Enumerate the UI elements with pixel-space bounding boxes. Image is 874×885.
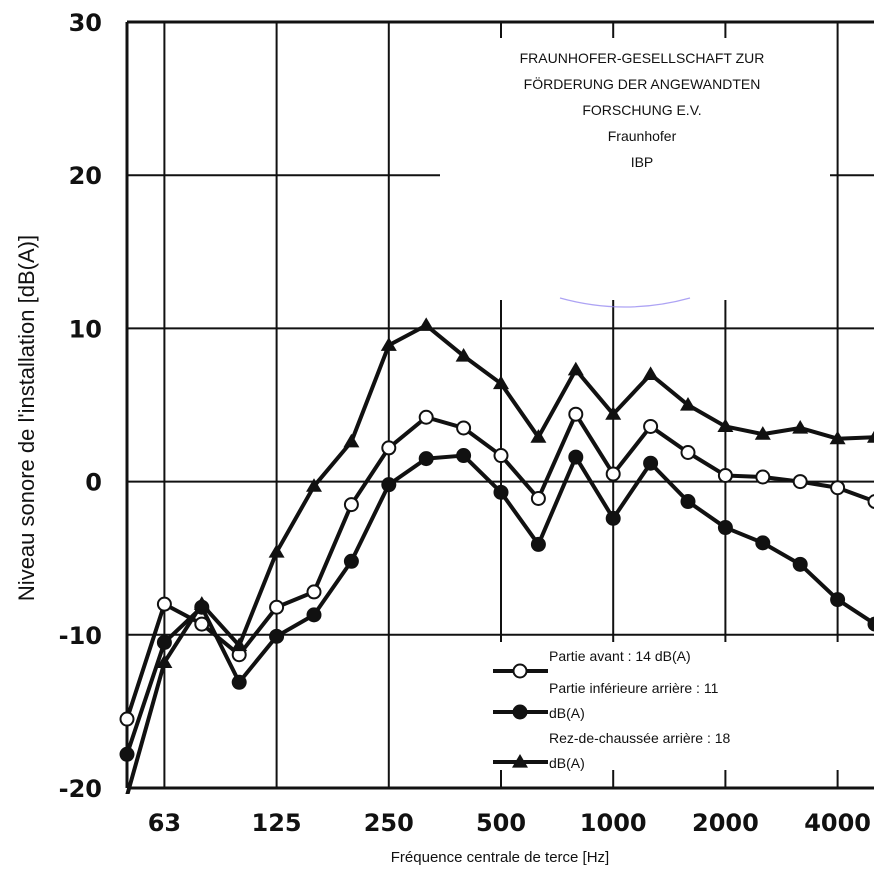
data-point [343, 497, 359, 513]
series-1 [119, 406, 874, 727]
data-point [268, 544, 285, 558]
y-axis-title: Niveau sonore de l'installation [dB(A)] [14, 235, 39, 601]
x-tick-label: 500 [476, 809, 526, 837]
data-point [680, 397, 696, 411]
y-tick-label: 10 [69, 315, 102, 343]
data-point [156, 596, 172, 612]
data-point [530, 429, 547, 443]
series-2 [119, 448, 874, 762]
data-point [680, 494, 696, 510]
data-point [493, 448, 509, 464]
y-tick-labels: 30 20 10 0 -10 -20 [59, 9, 102, 803]
data-point [642, 366, 659, 380]
watermark-line-3: FORSCHUNG E.V. [582, 102, 701, 118]
data-point [643, 418, 659, 434]
data-point [755, 469, 771, 485]
data-point [306, 584, 322, 600]
data-point [343, 433, 360, 448]
watermark-arc [559, 297, 691, 308]
legend-marker [512, 754, 528, 768]
watermark-line-2: FÖRDERUNG DER ANGEWANDTEN [524, 75, 761, 92]
data-point [456, 448, 472, 464]
data-point [830, 480, 846, 496]
x-tick-label: 125 [252, 809, 302, 837]
data-point [156, 654, 173, 668]
y-tick-label: -10 [59, 622, 102, 650]
data-point [493, 375, 509, 390]
data-point [830, 592, 846, 608]
data-point [269, 599, 285, 615]
legend: Partie avant : 14 dB(A) Partie inférieure… [493, 648, 731, 771]
data-point [231, 637, 248, 652]
x-tick-labels: 63 125 250 500 1000 2000 4000 [148, 809, 871, 837]
data-point [119, 711, 135, 727]
data-point [530, 536, 546, 552]
y-tick-label: 20 [69, 162, 102, 190]
data-point [530, 490, 546, 506]
data-point [755, 535, 771, 551]
data-point [269, 628, 285, 644]
data-point [455, 347, 472, 362]
data-point [867, 430, 874, 443]
x-tick-label: 63 [148, 809, 181, 837]
legend-label-cont: dB(A) [549, 705, 585, 721]
data-point [418, 317, 435, 331]
data-point [380, 337, 397, 351]
x-tick-label: 2000 [692, 809, 759, 837]
data-point [717, 520, 733, 536]
x-axis-title: Fréquence centrale de terce [Hz] [391, 849, 609, 866]
data-point [605, 466, 621, 482]
y-tick-label: -20 [59, 775, 102, 803]
watermark-line-1: FRAUNHOFER-GESELLSCHAFT ZUR [520, 50, 765, 66]
data-point [381, 477, 397, 493]
data-point [119, 746, 135, 762]
data-point [792, 556, 808, 572]
watermark-line-4: Fraunhofer [608, 128, 677, 144]
data-point [717, 418, 734, 433]
data-point [193, 596, 210, 610]
series-layer [119, 317, 874, 794]
data-point [567, 361, 584, 376]
data-point [381, 440, 397, 456]
data-point [156, 634, 172, 650]
data-point [867, 494, 874, 509]
data-point [418, 409, 434, 425]
data-point [456, 420, 472, 436]
legend-marker [512, 704, 528, 720]
legend-label: Partie avant : 14 dB(A) [549, 648, 691, 664]
data-point [568, 449, 584, 465]
watermark-box [440, 38, 830, 300]
data-point [792, 474, 808, 490]
data-point [717, 467, 733, 483]
legend-label: Rez-de-chaussée arrière : 18 [549, 730, 731, 746]
data-point [231, 674, 247, 690]
data-point [306, 607, 322, 623]
legend-label: Partie inférieure arrière : 11 [549, 680, 719, 696]
data-point [643, 455, 659, 471]
legend-label-cont: dB(A) [549, 755, 585, 771]
data-point [568, 406, 584, 422]
y-tick-label: 0 [85, 469, 102, 497]
plot-frame [125, 20, 874, 790]
data-point [792, 419, 809, 434]
data-point [306, 478, 322, 492]
watermark-line-5: IBP [631, 154, 654, 170]
data-point [343, 553, 359, 569]
data-point [754, 426, 771, 440]
x-tick-label: 250 [364, 809, 414, 837]
legend-box [484, 642, 874, 770]
x-tick-label: 4000 [804, 809, 871, 837]
legend-marker [512, 663, 528, 679]
data-point [605, 406, 622, 420]
data-point [493, 484, 509, 500]
data-point [829, 430, 846, 445]
y-tick-label: 30 [69, 9, 102, 37]
data-point [680, 444, 696, 460]
series-3 [125, 317, 874, 794]
x-tick-label: 1000 [580, 809, 647, 837]
data-point [418, 451, 434, 467]
data-point [867, 616, 874, 632]
data-point [605, 510, 621, 526]
